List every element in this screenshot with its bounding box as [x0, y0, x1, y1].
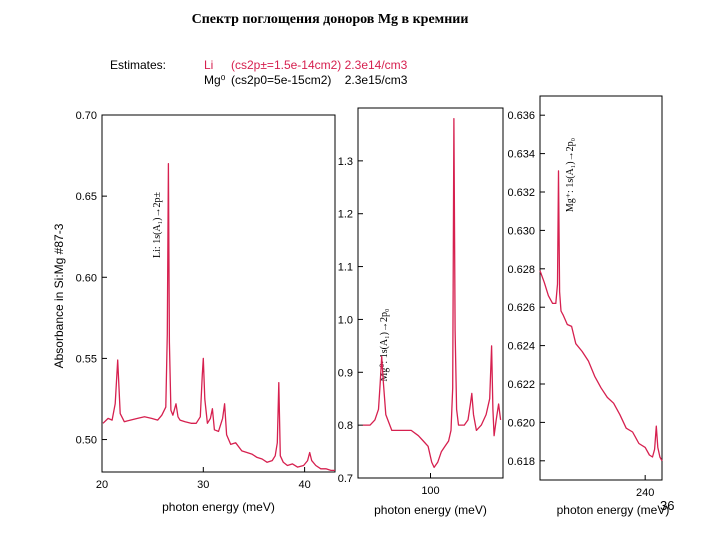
y-tick-label: 0.55	[76, 353, 97, 365]
page-number: 36	[660, 498, 675, 513]
y-tick-label: 0.8	[338, 420, 353, 432]
y-tick-label: 0.622	[507, 379, 535, 391]
y-tick-label: 0.630	[507, 225, 535, 237]
y-tick-label: 0.7	[338, 473, 353, 485]
estimate-mg-name: Mg⁰	[204, 73, 226, 87]
plot-frame	[357, 107, 504, 479]
y-tick-label: 0.628	[507, 264, 535, 276]
plot-frame	[539, 95, 663, 481]
x-tick-label: 40	[298, 479, 310, 491]
estimates-label: Estimates:	[110, 58, 167, 72]
y-tick-label: 0.624	[507, 341, 535, 353]
transition-annotation: Li: 1s(A₁)→2p±	[152, 192, 163, 258]
transition-annotation: Mg⁺: 1s(A₁)→2p₀	[565, 137, 576, 212]
y-tick-label: 0.50	[76, 435, 97, 447]
x-axis-label: photon energy (meV)	[557, 503, 670, 517]
spectrum-line	[539, 170, 663, 462]
y-tick-label: 1.2	[338, 209, 353, 221]
x-tick-label: 20	[96, 479, 108, 491]
y-tick-label: 1.0	[338, 314, 353, 326]
y-tick-label: 0.632	[507, 187, 535, 199]
y-tick-label: 1.1	[338, 262, 353, 274]
y-tick-label: 0.620	[507, 417, 535, 429]
chart-2: 0.7 0.8 0.9 1.0 1.1 1.2 1.3 100 photon energy (m…	[338, 107, 504, 517]
x-tick-label: 100	[421, 485, 439, 497]
plot-frame	[101, 114, 336, 473]
spectrum-line	[102, 163, 335, 472]
transition-annotation: Mg⁰: 1s(A₁)→2p₀	[379, 308, 390, 381]
y-tick-label: 0.618	[507, 456, 535, 468]
chart-1: 0.50 0.55 0.60 0.65 0.70 20 30 40 photon energy …	[52, 110, 336, 514]
x-tick-label: 30	[197, 479, 209, 491]
y-tick-label: 0.60	[76, 272, 97, 284]
x-axis-label: photon energy (meV)	[374, 503, 487, 517]
spectrum-line	[362, 117, 502, 469]
y-tick-label: 0.65	[76, 191, 97, 203]
x-axis-label: photon energy (meV)	[162, 500, 275, 514]
y-tick-label: 0.634	[507, 149, 535, 161]
estimate-mg-value: (cs2p0=5e-15cm2) 2.3e15/cm3	[231, 73, 408, 87]
y-axis-label: Absorbance in Si:Mg #87-3	[52, 223, 66, 368]
estimate-li-name: Li	[204, 58, 214, 72]
y-tick-label: 0.626	[507, 302, 535, 314]
y-tick-label: 0.9	[338, 367, 353, 379]
estimate-li-value: (cs2p±=1.5e-14cm2) 2.3e14/cm3	[231, 58, 408, 72]
slide-title: Спектр поглощения доноров Mg в кремнии	[191, 12, 469, 27]
x-tick-label: 240	[636, 487, 654, 499]
y-tick-label: 0.70	[76, 110, 97, 122]
y-tick-label: 0.636	[507, 110, 535, 122]
y-tick-label: 1.3	[338, 156, 353, 168]
chart-3: 0.618 0.620 0.622 0.624 0.626 0.628 0.630 0.632…	[507, 95, 670, 517]
